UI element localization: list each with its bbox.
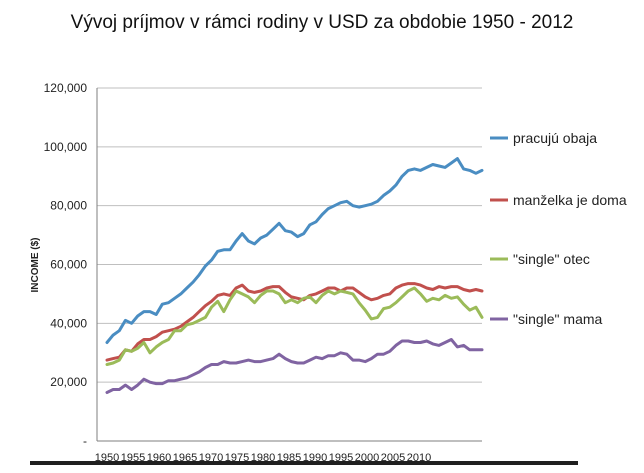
y-tick-label: 40,000 (50, 316, 87, 330)
y-tick-label: 100,000 (44, 140, 88, 154)
y-axis-label: INCOME ($) (30, 238, 41, 293)
y-tick-label: 60,000 (50, 258, 87, 272)
legend-label: pracujú obaja (513, 130, 597, 146)
legend-label: manželka je doma (513, 192, 627, 208)
legend-label: "single" mama (513, 311, 603, 327)
series-lines (105, 157, 484, 394)
legend-label: "single" otec (513, 251, 590, 267)
series-line-3 (105, 286, 484, 366)
legend: pracujú obaja manželka je doma "single" ot… (490, 130, 627, 327)
series-line-4 (105, 338, 484, 394)
y-tick-label: - (83, 434, 87, 448)
chart-title: Vývoj príjmov v rámci rodiny v USD za ob… (70, 12, 574, 33)
series-line-2 (105, 282, 484, 362)
gridlines (97, 87, 482, 383)
y-axis-ticks: - 20,000 40,000 60,000 80,000 100,000 120,000 (44, 81, 88, 448)
y-tick-label: 80,000 (50, 199, 87, 213)
series-line-1 (105, 157, 484, 344)
y-tick-label: 120,000 (44, 81, 88, 95)
y-tick-label: 20,000 (50, 375, 87, 389)
bottom-divider (30, 461, 578, 465)
